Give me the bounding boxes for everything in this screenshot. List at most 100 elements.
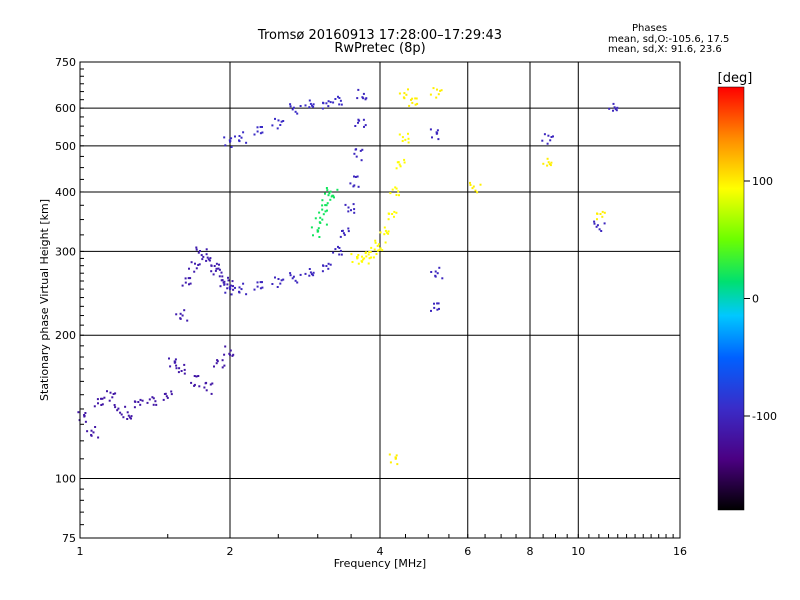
data-point	[280, 279, 283, 282]
data-point	[308, 274, 311, 277]
data-point	[398, 92, 401, 95]
data-point	[238, 140, 241, 143]
data-point	[362, 258, 365, 261]
data-point	[407, 132, 409, 135]
data-point	[349, 182, 352, 185]
data-point	[294, 110, 297, 113]
data-point	[547, 161, 550, 164]
data-point	[279, 282, 282, 285]
data-point	[227, 276, 229, 279]
data-point	[181, 284, 184, 287]
data-point	[365, 255, 368, 258]
data-point	[221, 366, 224, 369]
data-point	[276, 127, 279, 130]
data-point	[469, 184, 472, 186]
data-point	[356, 175, 359, 178]
data-point	[224, 291, 227, 294]
data-point	[224, 144, 227, 147]
data-point	[326, 189, 329, 192]
data-point	[261, 281, 263, 284]
data-point	[207, 258, 210, 261]
data-point	[397, 190, 400, 193]
data-point	[376, 249, 379, 252]
data-point	[542, 162, 545, 165]
data-point	[357, 118, 360, 121]
data-point	[221, 279, 224, 282]
data-point	[230, 137, 233, 140]
data-point	[331, 194, 334, 197]
data-point	[299, 273, 302, 276]
data-point	[170, 390, 173, 393]
data-point	[396, 463, 399, 466]
data-point	[238, 291, 241, 294]
data-point	[183, 363, 186, 366]
data-point	[328, 192, 331, 195]
data-point	[615, 109, 618, 112]
data-point	[360, 159, 363, 162]
data-point	[613, 106, 616, 109]
data-point	[204, 382, 207, 385]
data-point	[137, 401, 140, 403]
y-tick-label: 100	[55, 473, 76, 486]
data-point	[601, 210, 604, 213]
data-point	[261, 126, 263, 128]
data-point	[256, 130, 259, 133]
data-point	[294, 279, 297, 282]
data-point	[259, 132, 262, 135]
data-point	[543, 133, 546, 136]
data-point	[598, 228, 601, 231]
data-point	[364, 98, 367, 101]
y-axis-ticks: 75 100 200 300 400 500 600 750	[55, 56, 84, 545]
data-point	[86, 430, 89, 433]
x-tick-label: 6	[464, 545, 471, 558]
data-point	[546, 157, 549, 160]
data-point	[357, 254, 360, 256]
data-point	[119, 411, 122, 414]
data-point	[277, 119, 280, 122]
data-point	[361, 148, 364, 151]
data-point	[152, 397, 155, 400]
data-point	[381, 249, 384, 252]
data-point	[90, 434, 93, 437]
data-point	[183, 372, 186, 375]
data-point	[327, 267, 330, 270]
chart-title: Tromsø 20160913 17:28:00–17:29:43	[257, 28, 503, 43]
data-point	[108, 399, 111, 402]
data-point	[175, 367, 178, 370]
data-point	[548, 163, 551, 166]
data-point	[363, 125, 365, 128]
data-point	[282, 278, 285, 281]
data-point	[322, 101, 324, 104]
data-point	[183, 309, 186, 312]
data-point	[184, 281, 187, 284]
data-point	[198, 385, 201, 388]
data-point	[209, 257, 212, 260]
data-point	[124, 405, 127, 408]
data-point	[210, 264, 213, 267]
data-point	[259, 287, 262, 290]
data-point	[224, 345, 227, 348]
data-point	[347, 227, 350, 230]
data-point	[372, 256, 375, 259]
data-point	[289, 274, 292, 277]
data-point	[205, 259, 208, 262]
data-point	[114, 406, 117, 409]
data-point	[126, 418, 129, 420]
data-point	[203, 386, 206, 389]
colorbar-tick-label: 100	[752, 175, 773, 188]
data-point	[242, 131, 245, 134]
data-point	[378, 249, 381, 252]
data-point	[546, 164, 549, 167]
data-point	[195, 267, 198, 270]
data-point	[312, 274, 315, 277]
data-point	[217, 267, 220, 270]
data-point	[596, 212, 598, 215]
data-point	[289, 105, 292, 108]
data-point	[130, 415, 133, 418]
colorbar-ticks: 100 0 -100	[744, 175, 777, 423]
data-point	[337, 245, 339, 248]
data-point	[228, 352, 231, 355]
data-point	[431, 136, 433, 139]
data-point	[353, 211, 356, 214]
data-point	[433, 302, 435, 305]
